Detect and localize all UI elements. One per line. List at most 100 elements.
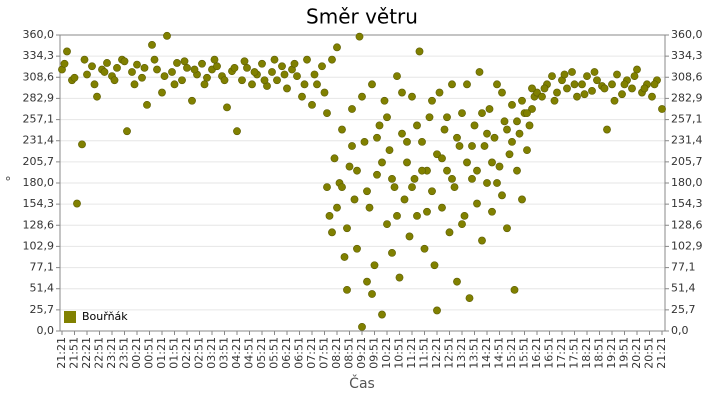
point (388, 248, 396, 257)
point (453, 277, 461, 286)
x-tick-label: 10:51 (393, 337, 406, 369)
x-tick-label: 15:51 (518, 337, 531, 369)
point (223, 103, 231, 112)
y-tick-label: 205,7 (23, 155, 55, 168)
point (523, 109, 531, 118)
x-tick-label: 22:21 (80, 337, 93, 369)
x-tick-label: 07:21 (305, 337, 318, 369)
point (178, 76, 186, 85)
x-tick-label: 11:51 (418, 337, 431, 369)
point (233, 127, 241, 136)
point (613, 70, 621, 79)
point (383, 220, 391, 229)
point (393, 211, 401, 220)
point (300, 80, 309, 89)
point (528, 84, 536, 93)
x-tick-label: 20:21 (630, 337, 643, 369)
point (373, 133, 381, 142)
point (150, 55, 159, 64)
x-tick-label: 02:51 (193, 337, 206, 369)
point (158, 88, 166, 97)
y2-tick-label: 0,0 (671, 324, 689, 337)
y-tick-label: 128,6 (23, 218, 55, 231)
point (318, 62, 326, 71)
point (463, 158, 471, 167)
point (328, 55, 336, 64)
point (425, 113, 434, 122)
point (540, 84, 549, 93)
point (400, 195, 409, 204)
point (375, 121, 384, 130)
point (488, 158, 496, 167)
x-tick-label: 19:21 (605, 337, 618, 369)
x-tick-label: 16:51 (543, 337, 556, 369)
point (395, 273, 404, 282)
point (473, 199, 481, 208)
x-tick-label: 14:21 (480, 337, 493, 369)
point (550, 96, 559, 105)
x-tick-label: 09:21 (355, 337, 368, 369)
point (290, 59, 299, 68)
point (270, 55, 279, 64)
point (180, 57, 189, 66)
y-tick-label: 231,4 (23, 134, 55, 147)
x-tick-label: 10:21 (380, 337, 393, 369)
x-tick-label: 05:51 (268, 337, 281, 369)
point (468, 142, 476, 150)
point (413, 121, 421, 130)
point (528, 105, 536, 113)
x-tick-label: 12:51 (443, 337, 456, 369)
point (73, 199, 81, 208)
point (618, 90, 626, 99)
x-tick-label: 11:21 (405, 337, 418, 369)
point (458, 220, 466, 229)
point (460, 211, 469, 220)
x-tick-label: 17:21 (555, 337, 568, 369)
point (658, 105, 666, 113)
point (620, 80, 629, 89)
point (358, 322, 366, 331)
x-tick-label: 21:21 (655, 337, 668, 369)
point (143, 100, 151, 109)
point (320, 88, 329, 97)
point (463, 80, 471, 89)
point (493, 80, 501, 89)
point (325, 211, 334, 220)
point (128, 68, 136, 76)
point (513, 166, 521, 175)
y2-tick-label: 154,3 (671, 197, 703, 210)
point (503, 125, 511, 134)
point (430, 261, 439, 270)
point (418, 137, 426, 146)
point (183, 63, 191, 72)
point (340, 253, 349, 261)
point (525, 121, 534, 130)
point (510, 285, 519, 294)
x-tick-label: 06:21 (280, 337, 293, 369)
point (210, 55, 219, 64)
point (600, 84, 609, 93)
point (428, 187, 436, 196)
point (435, 88, 444, 97)
point (608, 80, 616, 89)
y2-tick-label: 77,1 (671, 261, 696, 274)
point (323, 109, 331, 118)
point (368, 80, 376, 89)
point (573, 92, 581, 101)
x-tick-label: 16:21 (530, 337, 543, 369)
point (473, 166, 481, 175)
y-tick-label: 282,9 (23, 91, 55, 104)
legend-swatch (64, 311, 76, 323)
y-tick-label: 308,6 (23, 70, 55, 83)
point (293, 72, 301, 81)
point (148, 40, 156, 49)
point (485, 105, 494, 113)
point (440, 125, 449, 134)
point (338, 183, 346, 192)
point (370, 261, 379, 270)
point (478, 236, 486, 245)
point (495, 162, 504, 171)
point (505, 150, 514, 159)
point (378, 158, 386, 167)
y2-tick-label: 231,4 (671, 134, 703, 147)
